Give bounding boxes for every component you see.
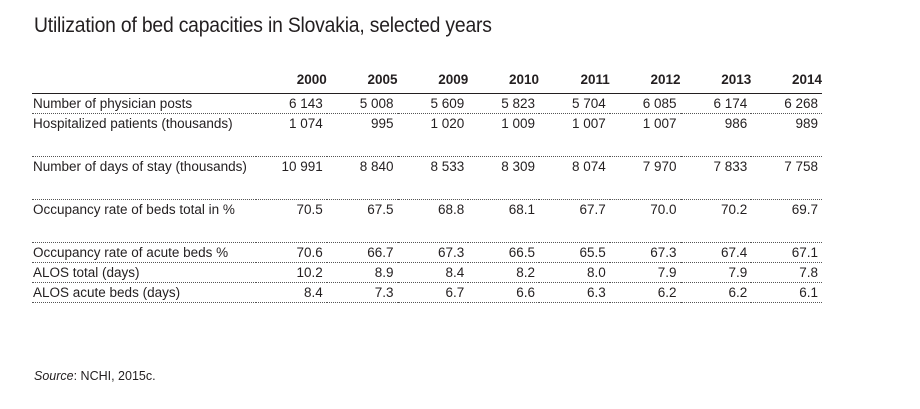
table-cell: 6.2 [609, 282, 681, 303]
table-cell: 7.9 [680, 262, 752, 283]
table-cell: 6.2 [680, 282, 752, 303]
table-cell: 8.0 [539, 262, 610, 283]
table-row: Number of days of stay (thousands) 10 99… [32, 156, 822, 200]
bed-utilization-table: 2000 2005 2009 2010 2011 2012 2013 2014 … [32, 67, 822, 303]
table-cell: 67.3 [397, 242, 469, 263]
table-header: 2000 2005 2009 2010 2011 2012 2013 2014 [32, 67, 822, 94]
table-cell: 6 268 [751, 93, 822, 114]
table-cell: 6.1 [751, 282, 822, 303]
table-cell: 8 533 [397, 156, 469, 200]
table-cell: 989 [751, 113, 822, 157]
table-cell: 995 [326, 113, 398, 157]
table-cell: 6.6 [468, 282, 539, 303]
column-header-year: 2013 [680, 67, 752, 94]
table-cell: 70.6 [256, 242, 327, 263]
table-row: Hospitalized patients (thousands) 1 074 … [32, 113, 822, 157]
table-cell: 5 609 [397, 93, 469, 114]
column-header-year: 2011 [539, 67, 610, 94]
table-cell: 7.9 [609, 262, 681, 283]
source-label: Source [34, 369, 74, 383]
table-cell: 6.3 [539, 282, 610, 303]
table-cell: 67.7 [539, 199, 610, 243]
table-cell: 8.4 [256, 282, 327, 303]
column-header-year: 2012 [609, 67, 681, 94]
table-cell: 7.3 [326, 282, 398, 303]
table-cell: 10.2 [256, 262, 327, 283]
table-cell: 8 074 [539, 156, 610, 200]
table-cell: 8 840 [326, 156, 398, 200]
column-header-year: 2009 [397, 67, 469, 94]
table-cell: 67.1 [751, 242, 822, 263]
table-cell: 7 833 [680, 156, 752, 200]
table-row: Occupancy rate of beds total in % 70.5 6… [32, 199, 822, 243]
table-row: ALOS total (days) 10.2 8.9 8.4 8.2 8.0 7… [32, 262, 822, 283]
table-cell: 8.4 [397, 262, 469, 283]
table-cell: 1 007 [539, 113, 610, 157]
table-cell: 1 009 [468, 113, 539, 157]
table-cell: 5 008 [326, 93, 398, 114]
table-cell: 1 020 [397, 113, 469, 157]
table-cell: 6 174 [680, 93, 752, 114]
table-title: Utilization of bed capacities in Slovaki… [34, 14, 492, 37]
column-header-year: 2010 [468, 67, 539, 94]
table-cell: 68.8 [397, 199, 469, 243]
table-cell: 986 [680, 113, 752, 157]
table-cell: 66.7 [326, 242, 398, 263]
table-cell: 7 758 [751, 156, 822, 200]
row-label: ALOS total (days) [32, 262, 256, 283]
table-cell: 5 823 [468, 93, 539, 114]
table-cell: 7 970 [609, 156, 681, 200]
row-label: ALOS acute beds (days) [32, 282, 256, 303]
header-blank-cell [32, 67, 256, 94]
column-header-year: 2000 [256, 67, 327, 94]
header-row: 2000 2005 2009 2010 2011 2012 2013 2014 [32, 67, 822, 94]
table-cell: 70.2 [680, 199, 752, 243]
table-row: Occupancy rate of acute beds % 70.6 66.7… [32, 242, 822, 263]
table-cell: 6 085 [609, 93, 681, 114]
table-cell: 1 007 [609, 113, 681, 157]
table-cell: 65.5 [539, 242, 610, 263]
row-label: Occupancy rate of beds total in % [32, 199, 256, 243]
table-cell: 5 704 [539, 93, 610, 114]
source-text: : NCHI, 2015c. [73, 369, 156, 383]
column-header-year: 2014 [751, 67, 822, 94]
table-cell: 7.8 [751, 262, 822, 283]
table-cell: 6 143 [256, 93, 327, 114]
table-cell: 68.1 [468, 199, 539, 243]
table-cell: 6.7 [397, 282, 469, 303]
table-row: ALOS acute beds (days) 8.4 7.3 6.7 6.6 6… [32, 282, 822, 303]
table-cell: 67.4 [680, 242, 752, 263]
table-cell: 69.7 [751, 199, 822, 243]
table-cell: 8.2 [468, 262, 539, 283]
table-cell: 1 074 [256, 113, 327, 157]
source-note: Source: NCHI, 2015c. [34, 369, 156, 383]
row-label: Occupancy rate of acute beds % [32, 242, 256, 263]
table-cell: 70.5 [256, 199, 327, 243]
table-cell: 66.5 [468, 242, 539, 263]
table-cell: 10 991 [256, 156, 327, 200]
column-header-year: 2005 [326, 67, 398, 94]
row-label: Number of days of stay (thousands) [32, 156, 256, 200]
row-label: Hospitalized patients (thousands) [32, 113, 256, 157]
table-cell: 67.5 [326, 199, 398, 243]
table-cell: 8 309 [468, 156, 539, 200]
table-cell: 67.3 [609, 242, 681, 263]
table-row: Number of physician posts 6 143 5 008 5 … [32, 93, 822, 114]
table-cell: 70.0 [609, 199, 681, 243]
table-body: Number of physician posts 6 143 5 008 5 … [32, 93, 822, 303]
table-cell: 8.9 [326, 262, 398, 283]
row-label: Number of physician posts [32, 93, 256, 114]
